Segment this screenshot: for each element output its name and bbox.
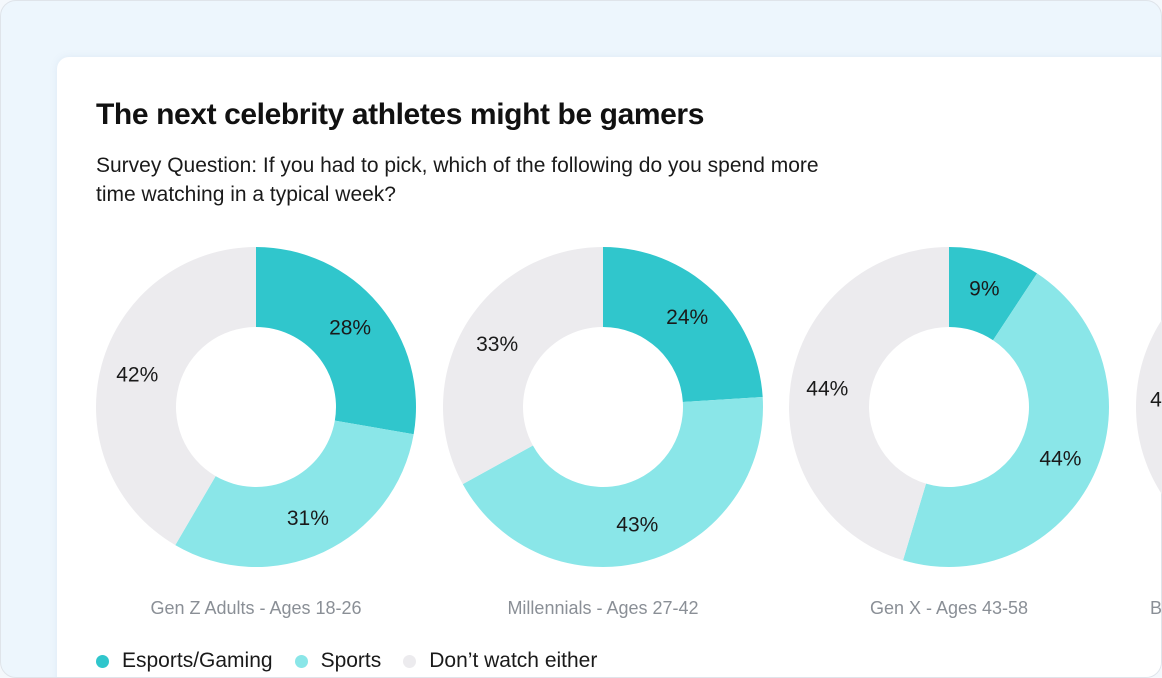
chart-title: The next celebrity athletes might be gam… [96, 98, 704, 131]
chart-legend: Esports/Gaming Sports Don’t watch either [96, 646, 619, 676]
legend-item-neither: Don’t watch either [403, 649, 597, 673]
legend-item-esports: Esports/Gaming [96, 649, 273, 673]
legend-dot-sports-icon [294, 654, 308, 668]
legend-label-neither: Don’t watch either [429, 649, 598, 672]
legend-label-esports: Esports/Gaming [122, 649, 273, 672]
chart-subtitle: Survey Question: If you had to pick, whi… [96, 154, 819, 206]
legend-label-sports: Sports [320, 649, 382, 672]
legend-dot-neither-icon [403, 654, 417, 668]
legend-dot-esports-icon [96, 654, 109, 668]
legend-item-sports: Sports [294, 649, 382, 673]
